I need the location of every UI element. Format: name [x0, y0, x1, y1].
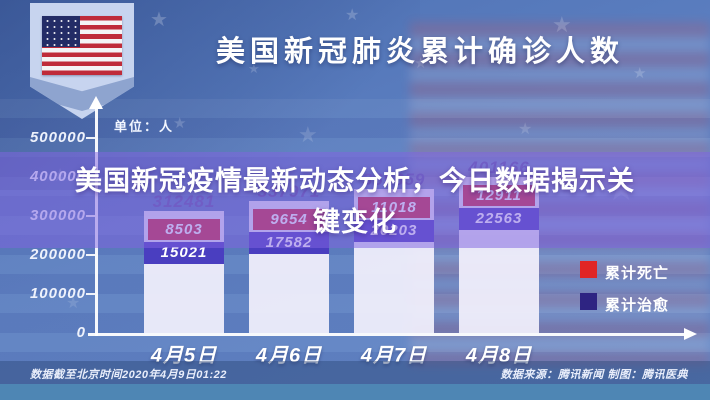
y-tick-label: 200000 [29, 246, 86, 263]
y-axis-arrow-icon [89, 96, 103, 109]
headline-banner-overlay: 美国新冠疫情最新动态分析，今日数据揭示关 键变化 [0, 152, 710, 248]
page-title: 美国新冠肺炎累计确诊人数 [215, 36, 624, 68]
us-flag-icon [42, 16, 122, 75]
star-icon [345, 8, 359, 24]
legend-cured-label: 累计治愈 [605, 297, 670, 314]
y-tick-label: 500000 [29, 129, 86, 146]
x-category-label: 4月6日 [255, 345, 323, 367]
legend-deaths-label: 累计死亡 [605, 265, 670, 282]
headline-line-1: 美国新冠疫情最新动态分析，今日数据揭示关 [75, 166, 635, 196]
star-icon [150, 10, 168, 30]
x-axis-line [88, 333, 686, 336]
x-category-label: 4月5日 [150, 345, 218, 367]
y-tick-mark [86, 293, 95, 295]
y-tick-mark [86, 137, 95, 139]
legend-cured-swatch [580, 293, 597, 310]
footer-band [0, 361, 710, 384]
footer-teal-band [0, 384, 710, 400]
us-flag-canton [42, 16, 80, 47]
x-category-label: 4月8日 [465, 345, 533, 367]
data-cutoff-note: 数据截至北京时间2020年4月9日01:22 [30, 369, 227, 381]
x-category-label: 4月7日 [360, 345, 428, 367]
star-icon [298, 124, 318, 146]
y-tick-label: 100000 [29, 285, 86, 302]
star-icon [173, 116, 186, 131]
y-axis-unit-label: 单位：人 [114, 119, 175, 134]
y-tick-label: 0 [76, 324, 86, 341]
legend-deaths-swatch [580, 261, 597, 278]
star-icon [518, 122, 532, 138]
x-axis-arrow-icon [684, 328, 697, 340]
headline-line-2: 键变化 [313, 207, 397, 237]
y-tick-mark [86, 254, 95, 256]
data-source-note: 数据来源：腾讯新闻 制图：腾讯医典 [500, 369, 688, 381]
